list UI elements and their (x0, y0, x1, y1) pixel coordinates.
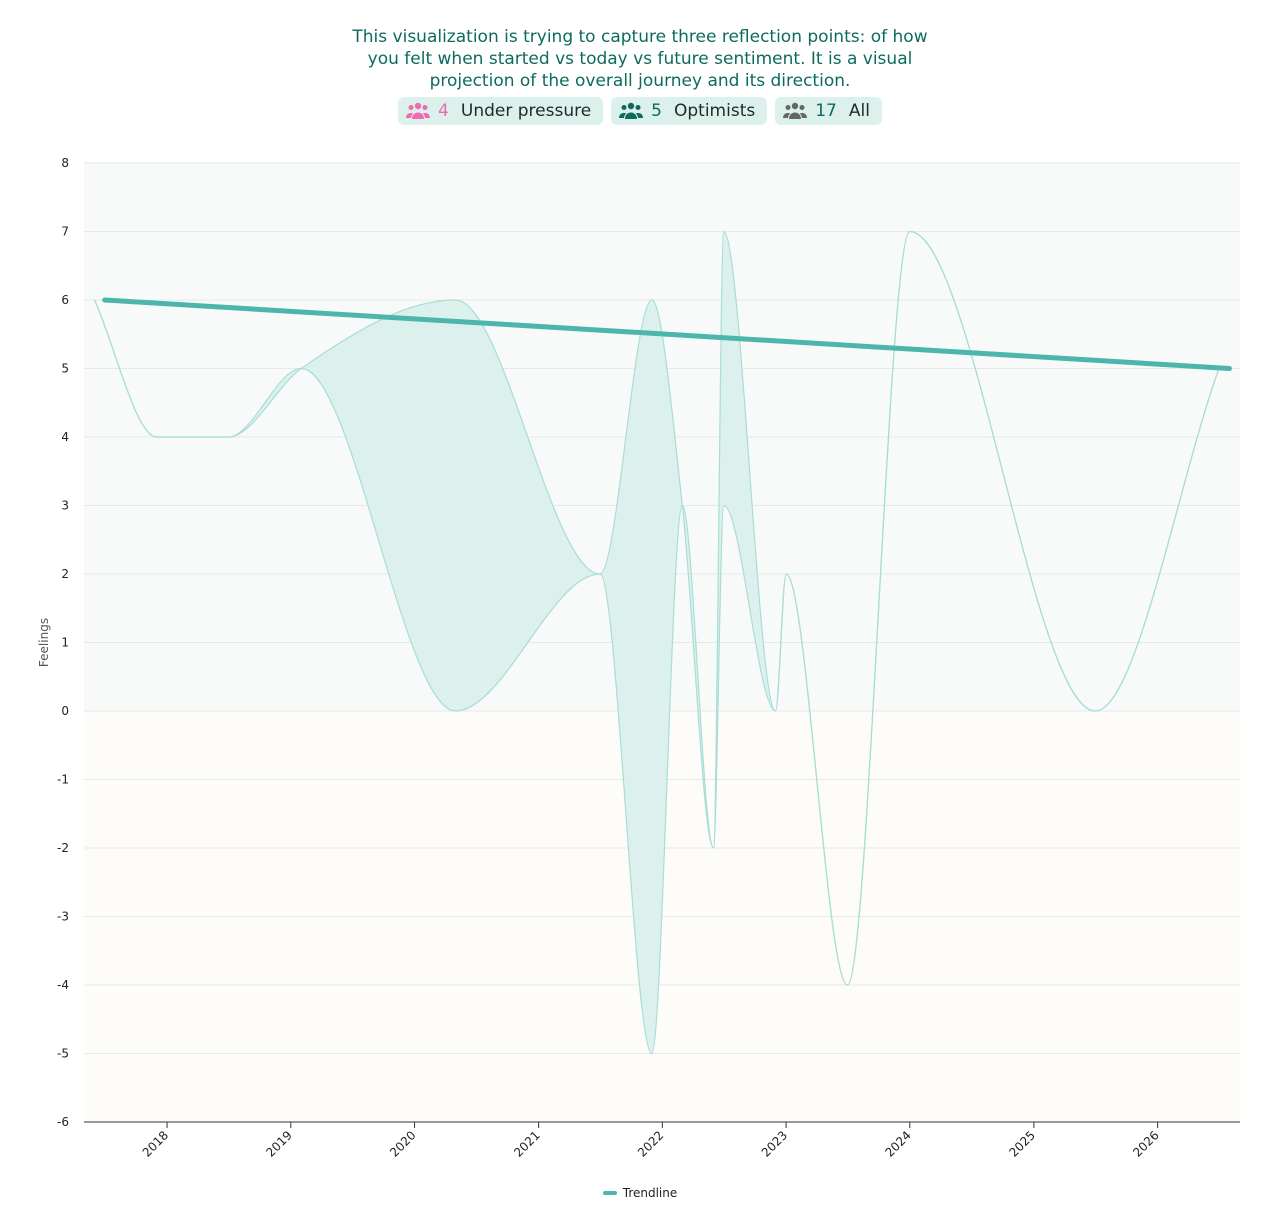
lower-curve-line (93, 230, 1220, 1055)
users-icon (619, 102, 644, 120)
users-icon (406, 102, 431, 120)
y-tick-label: -1 (57, 773, 69, 787)
y-tick-label: 5 (61, 362, 69, 376)
x-tick-label: 2023 (759, 1128, 790, 1159)
y-tick-label: -5 (57, 1047, 69, 1061)
x-tick-label: 2025 (1007, 1128, 1038, 1159)
x-tick-label: 2024 (882, 1128, 913, 1159)
legend-label-trendline[interactable]: Trendline (622, 1186, 678, 1200)
filter-count: 5 (651, 101, 662, 121)
filter-label: Under pressure (460, 101, 592, 121)
y-tick-label: -2 (57, 841, 69, 855)
range-area (94, 231, 1219, 1054)
x-tick-label: 2021 (511, 1128, 542, 1159)
filter-count: 17 (815, 101, 837, 121)
filter-optimists[interactable]: 5 Optimists (611, 97, 768, 125)
x-tick-label: 2020 (387, 1128, 418, 1159)
filter-label: All (848, 101, 870, 121)
y-axis-label: Feelings (37, 618, 51, 667)
filter-under-pressure[interactable]: 4 Under pressure (398, 97, 604, 125)
y-tick-label: 2 (61, 567, 69, 581)
y-tick-label: 6 (61, 293, 69, 307)
feelings-chart: 8 7 6 5 4 3 2 1 0 -1 -2 -3 -4 -5 -6 2018 2019 2020 2021 202… (37, 156, 1240, 1160)
y-tick-label: 0 (61, 704, 69, 718)
users-icon (783, 102, 808, 120)
x-tick-label: 2026 (1130, 1128, 1161, 1159)
filter-bar: 4 Under pressure 5 Optimists (0, 97, 1280, 125)
y-tick-label: -4 (57, 978, 69, 992)
y-tick-label: 3 (61, 499, 69, 513)
y-tick-label: 1 (61, 636, 69, 650)
y-tick-label: -3 (57, 910, 69, 924)
chart-description: This visualization is trying to capture … (352, 27, 928, 91)
trendline (102, 297, 1232, 371)
chart-legend: Trendline (0, 1186, 1280, 1200)
y-tick-label: 7 (61, 225, 69, 239)
y-tick-label: 8 (61, 156, 69, 170)
filter-count: 4 (438, 101, 449, 121)
x-tick-label: 2022 (635, 1128, 666, 1159)
y-tick-label: 4 (61, 430, 69, 444)
filter-label: Optimists (674, 101, 756, 121)
x-tick-label: 2018 (140, 1128, 171, 1159)
y-tick-label: -6 (57, 1115, 69, 1129)
legend-swatch-trendline (602, 1191, 617, 1195)
x-tick-label: 2019 (263, 1128, 294, 1159)
filter-all[interactable]: 17 All (775, 97, 882, 125)
